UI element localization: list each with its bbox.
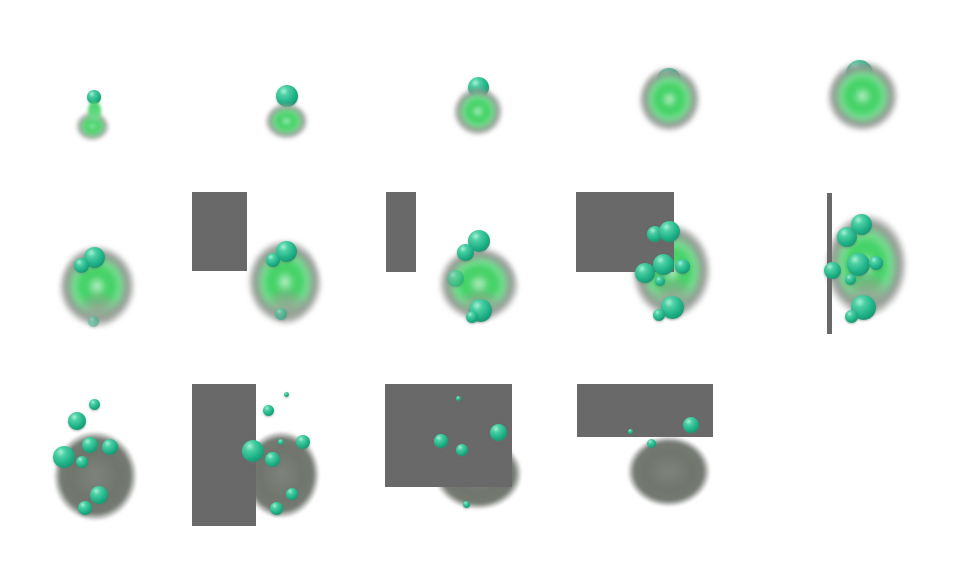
bubble-sphere bbox=[869, 256, 883, 270]
bubble-sphere bbox=[276, 85, 298, 107]
bubble-sphere bbox=[851, 214, 872, 235]
bubble-sphere bbox=[447, 270, 464, 287]
bubble-sphere bbox=[242, 440, 264, 462]
bubble-sphere bbox=[78, 501, 92, 515]
smoke-cloud bbox=[265, 103, 308, 146]
bubble-sphere bbox=[286, 488, 298, 500]
bubble-sphere bbox=[87, 90, 101, 104]
smoke-cloud bbox=[826, 60, 899, 146]
bubble-sphere bbox=[82, 437, 98, 453]
bubble-sphere bbox=[457, 244, 474, 261]
bubble-sphere bbox=[265, 452, 280, 467]
bubble-sphere bbox=[278, 439, 284, 445]
bubble-sphere bbox=[490, 424, 507, 441]
bubble-sphere bbox=[74, 258, 89, 273]
bubble-sphere bbox=[468, 230, 490, 252]
occluder-rect bbox=[386, 192, 416, 272]
bubble-sphere bbox=[847, 253, 870, 276]
bubble-sphere bbox=[653, 254, 674, 275]
smoke-cloud bbox=[438, 246, 520, 336]
bubble-sphere bbox=[284, 392, 289, 397]
bubble-sphere bbox=[84, 247, 105, 268]
bubble-sphere bbox=[275, 308, 287, 320]
bubble-sphere bbox=[463, 501, 470, 508]
bubble-sphere bbox=[68, 412, 86, 430]
bubble-sphere bbox=[661, 296, 684, 319]
bubble-sphere bbox=[456, 396, 461, 401]
bubble-sphere bbox=[845, 310, 858, 323]
bubble-sphere bbox=[675, 259, 690, 274]
bubble-sphere bbox=[296, 435, 310, 449]
bubble-sphere bbox=[88, 316, 99, 327]
occluder-rect bbox=[192, 192, 247, 271]
bubble-sphere bbox=[655, 276, 665, 286]
bubble-sphere bbox=[824, 262, 841, 279]
bubble-sphere bbox=[276, 241, 297, 262]
bubble-sphere bbox=[270, 502, 283, 515]
bubble-sphere bbox=[683, 417, 699, 433]
bubble-sphere bbox=[635, 263, 655, 283]
bubble-sphere bbox=[90, 486, 108, 504]
bubble-sphere bbox=[647, 439, 656, 448]
bubble-sphere bbox=[456, 444, 468, 456]
bubble-sphere bbox=[434, 434, 448, 448]
bubble-sphere bbox=[53, 446, 75, 468]
cloud-neck bbox=[88, 102, 101, 120]
bubble-sphere bbox=[102, 439, 118, 455]
bubble-sphere bbox=[628, 429, 633, 434]
bubble-sphere bbox=[845, 274, 856, 285]
bubble-sphere bbox=[659, 221, 680, 242]
bubble-sphere bbox=[466, 311, 478, 323]
bubble-sphere bbox=[263, 405, 274, 416]
smoke-cloud bbox=[638, 66, 701, 145]
bubble-sphere bbox=[89, 399, 100, 410]
smoke-cloud bbox=[627, 436, 714, 513]
smoke-cloud bbox=[453, 87, 503, 145]
bubble-sphere bbox=[837, 227, 857, 247]
bubble-sphere bbox=[653, 309, 665, 321]
bubble-sphere bbox=[266, 253, 280, 267]
bubble-sphere bbox=[76, 456, 88, 468]
